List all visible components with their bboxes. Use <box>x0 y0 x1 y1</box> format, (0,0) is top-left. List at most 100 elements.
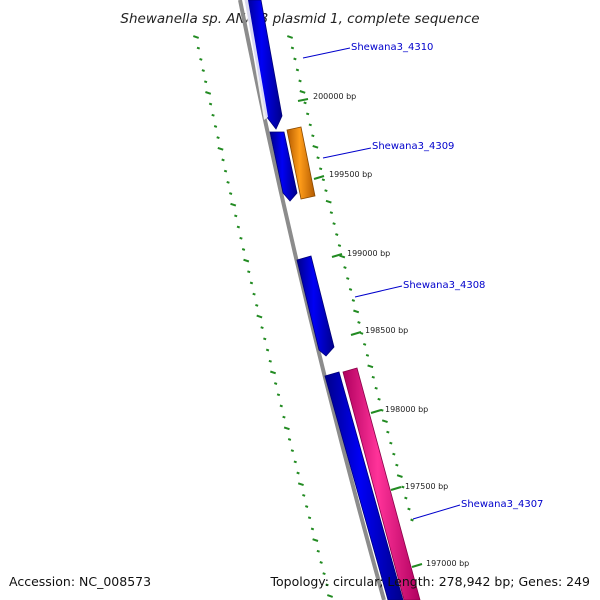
tick-mark <box>313 175 325 180</box>
accession-text: Accession: NC_008573 <box>9 574 151 589</box>
topology-summary-text: Topology: circular; Length: 278,942 bp; … <box>270 574 591 589</box>
ruler-tick <box>386 430 390 434</box>
ruler-tick <box>319 561 323 564</box>
ruler-tick <box>307 516 312 520</box>
ruler-tick <box>234 214 238 218</box>
tick-mark <box>370 409 382 414</box>
tick-mark <box>390 486 402 491</box>
ruler-tick <box>247 270 251 274</box>
outer-tick-ruler <box>286 35 414 522</box>
ruler-tick <box>223 169 228 173</box>
ruler-tick <box>192 35 200 39</box>
ruler-tick <box>241 248 246 251</box>
gene-label-4308[interactable]: Shewana3_4308 <box>403 280 485 291</box>
gene-label-4309[interactable]: Shewana3_4309 <box>372 141 454 152</box>
ruler-tick <box>305 112 310 116</box>
ruler-tick <box>326 594 334 598</box>
ruler-tick <box>392 452 396 456</box>
ruler-tick <box>325 583 329 587</box>
tick-label: 198500 bp <box>365 326 408 335</box>
gene-label-4310[interactable]: Shewana3_4310 <box>351 42 433 53</box>
ruler-tick <box>263 337 267 341</box>
ruler-tick <box>311 134 315 138</box>
ruler-tick <box>221 158 225 162</box>
ruler-tick <box>276 393 281 397</box>
ruler-tick <box>322 572 326 576</box>
sequence-backbone <box>238 0 386 600</box>
ruler-tick <box>357 321 361 324</box>
position-ticks: 200000 bp 199500 bp 199000 bp 198500 bp … <box>297 92 469 568</box>
tick-label: 197500 bp <box>405 482 448 491</box>
tick-mark <box>331 253 343 258</box>
ruler-tick <box>249 281 254 285</box>
ruler-tick <box>335 233 339 236</box>
ruler-tick <box>199 57 203 61</box>
ruler-tick <box>239 236 243 240</box>
ruler-tick <box>312 144 319 149</box>
pink-feature-4307[interactable] <box>342 367 421 600</box>
cds-feature-4307-blue[interactable] <box>324 371 404 600</box>
ruler-tick <box>303 101 307 105</box>
gene-leader-line <box>302 47 351 59</box>
ruler-tick <box>290 46 295 50</box>
ruler-tick <box>255 303 259 307</box>
ruler-tick <box>389 441 393 445</box>
gene-leader-line <box>354 285 403 298</box>
tick-mark <box>297 98 309 102</box>
ruler-tick <box>293 57 297 61</box>
ruler-tick <box>395 463 399 467</box>
ruler-tick <box>265 348 270 352</box>
ruler-tick <box>295 68 300 72</box>
ruler-tick <box>236 225 241 229</box>
ruler-tick <box>367 364 374 369</box>
ruler-tick <box>279 404 283 408</box>
ruler-tick <box>226 180 230 184</box>
cds-feature-4310-highlight <box>244 0 268 120</box>
gene-leader-line <box>412 504 461 520</box>
ruler-tick <box>205 91 212 95</box>
ruler-tick <box>260 326 264 330</box>
ruler-tick <box>308 123 312 127</box>
ruler-tick <box>374 386 378 390</box>
cds-feature-4308[interactable] <box>296 255 335 357</box>
gene-label-4307[interactable]: Shewana3_4307 <box>461 499 543 510</box>
ruler-tick <box>351 299 356 302</box>
ruler-tick <box>346 277 350 280</box>
cds-feature-4309-blue[interactable] <box>269 131 298 202</box>
ruler-tick <box>228 192 233 195</box>
ruler-tick <box>203 80 208 84</box>
ruler-tick <box>302 493 306 497</box>
ruler-tick <box>310 527 315 531</box>
gene-labels: Shewana3_4310 Shewana3_4309 Shewana3_430… <box>302 42 543 520</box>
ruler-tick <box>208 102 213 106</box>
tick-label: 199000 bp <box>347 249 390 258</box>
ruler-tick <box>286 35 294 39</box>
ruler-tick <box>217 146 224 151</box>
ruler-tick <box>304 505 309 508</box>
orange-feature-4309[interactable] <box>286 126 316 200</box>
ruler-tick <box>269 370 277 375</box>
tick-label: 197000 bp <box>426 559 469 568</box>
ruler-tick <box>377 397 381 401</box>
ruler-tick <box>324 189 328 193</box>
ruler-tick <box>282 415 286 419</box>
gene-leader-line <box>322 147 372 159</box>
ruler-tick <box>297 482 304 487</box>
ruler-tick <box>216 136 220 140</box>
ruler-tick <box>316 549 320 553</box>
ruler-tick <box>243 258 250 263</box>
cds-feature-4310[interactable] <box>244 0 283 130</box>
tick-label: 198000 bp <box>385 405 428 414</box>
ruler-tick <box>290 449 295 453</box>
ruler-tick <box>325 199 332 204</box>
tick-mark <box>350 331 362 336</box>
ruler-tick <box>273 382 278 385</box>
ruler-tick <box>296 471 300 475</box>
ruler-tick <box>381 419 388 424</box>
tick-label: 199500 bp <box>329 170 372 179</box>
ruler-tick <box>339 254 346 259</box>
ruler-tick <box>329 211 334 215</box>
ruler-tick <box>287 438 292 441</box>
ruler-tick <box>401 485 405 489</box>
ruler-tick <box>283 426 290 431</box>
